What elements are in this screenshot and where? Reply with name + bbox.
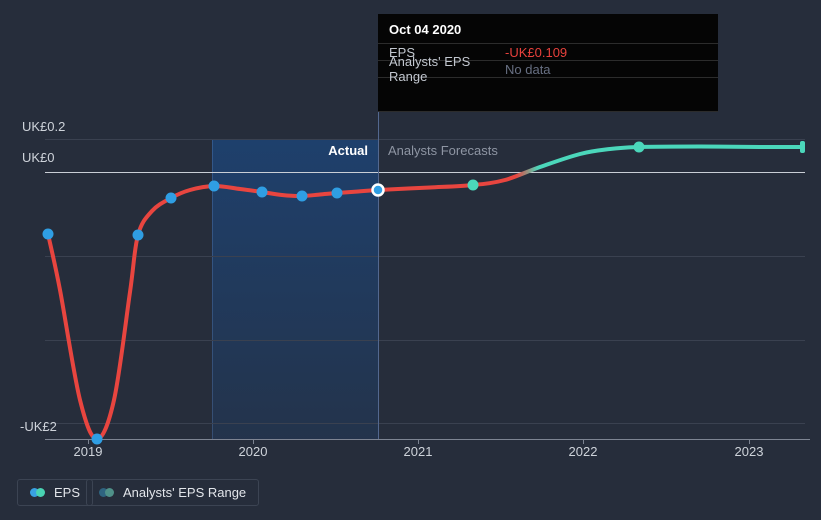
forecast-data-point-0[interactable]: [467, 179, 479, 191]
x-axis-label-2023: 2023: [734, 444, 764, 459]
tooltip-range-label: Analysts' EPS Range: [389, 54, 471, 84]
forecast-region-label: Analysts Forecasts: [388, 143, 498, 158]
y-axis-label-0: UK£0: [22, 150, 55, 165]
eps-series-icon: [30, 488, 45, 497]
eps-actual-dot-icon: [30, 488, 39, 497]
range-dot-icon-1: [99, 488, 108, 497]
tooltip-eps-label: EPS: [389, 44, 416, 60]
x-axis-label-2019: 2019: [73, 444, 103, 459]
actual-data-point-6[interactable]: [296, 190, 308, 202]
chart-tooltip: Oct 04 2020 EPS -UK£0.109 Analysts' EPS …: [378, 14, 718, 112]
tooltip-eps-value: -UK£0.109: [505, 44, 568, 60]
x-axis-label-2020: 2020: [238, 444, 268, 459]
forecast-end-cap: [800, 141, 805, 153]
actual-highlight-band: [212, 140, 378, 439]
legend-analysts-eps-range-label: Analysts' EPS Range: [123, 485, 247, 500]
actual-data-point-5[interactable]: [256, 186, 268, 198]
tooltip-date: Oct 04 2020: [378, 14, 718, 44]
actual-data-point-7[interactable]: [331, 187, 343, 199]
tooltip-range-value: No data: [505, 61, 551, 77]
actual-data-point-0[interactable]: [42, 228, 54, 240]
eps-forecast-dot-icon: [36, 488, 45, 497]
legend-eps-label: EPS: [54, 485, 81, 500]
selected-data-point[interactable]: [371, 183, 385, 197]
y-axis-label-0-2: UK£0.2: [22, 119, 66, 134]
eps-line: [46, 144, 802, 442]
actual-data-point-2[interactable]: [132, 229, 144, 241]
tooltip-spacer: [378, 78, 718, 112]
actual-data-point-3[interactable]: [165, 192, 177, 204]
eps-chart-canvas: [42, 111, 810, 445]
analysts-range-series-icon: [99, 488, 114, 497]
x-axis-label-2021: 2021: [403, 444, 433, 459]
y-axis-label-neg2: -UK£2: [20, 419, 57, 434]
legend-analysts-eps-range-button[interactable]: Analysts' EPS Range: [86, 479, 260, 506]
actual-data-point-1[interactable]: [91, 433, 103, 445]
actual-region-label: Actual: [328, 143, 368, 158]
forecast-data-point-1[interactable]: [633, 141, 645, 153]
legend-eps-button[interactable]: EPS: [17, 479, 94, 506]
tooltip-range-row: Analysts' EPS Range No data: [378, 54, 718, 84]
x-axis-label-2022: 2022: [568, 444, 598, 459]
tooltip-eps-row: EPS -UK£0.109: [378, 44, 718, 61]
actual-data-point-4[interactable]: [208, 180, 220, 192]
range-dot-icon-2: [105, 488, 114, 497]
